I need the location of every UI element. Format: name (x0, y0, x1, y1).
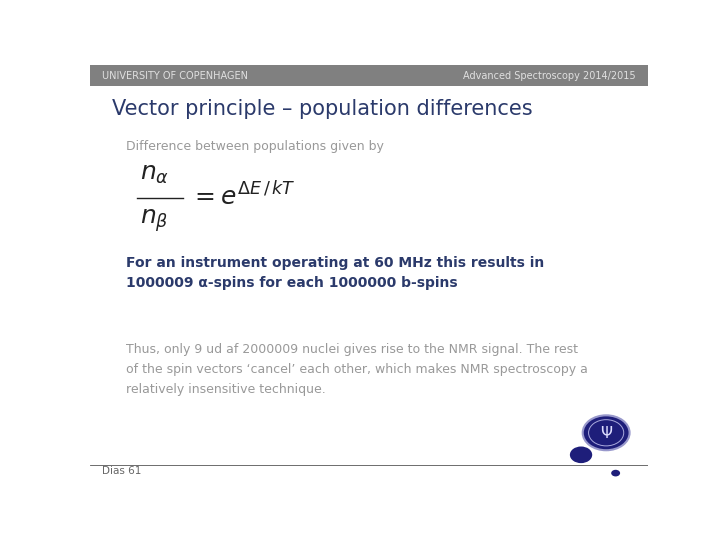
Text: $n_{\beta}$: $n_{\beta}$ (140, 207, 168, 234)
Text: Difference between populations given by: Difference between populations given by (126, 140, 384, 153)
Text: Vector principle – population differences: Vector principle – population difference… (112, 99, 533, 119)
Text: UNIVERSITY OF COPENHAGEN: UNIVERSITY OF COPENHAGEN (102, 71, 248, 80)
Circle shape (611, 470, 620, 476)
Text: $=e^{\Delta E\,/\,kT}$: $=e^{\Delta E\,/\,kT}$ (190, 181, 296, 210)
Circle shape (570, 447, 592, 463)
Text: Dias 61: Dias 61 (102, 467, 142, 476)
Text: Thus, only 9 ud af 2000009 nuclei gives rise to the NMR signal. The rest: Thus, only 9 ud af 2000009 nuclei gives … (126, 343, 578, 356)
Text: $n_{\alpha}$: $n_{\alpha}$ (140, 164, 169, 186)
Text: relatively insensitive technique.: relatively insensitive technique. (126, 383, 326, 396)
Circle shape (582, 415, 629, 450)
Text: of the spin vectors ‘cancel’ each other, which makes NMR spectroscopy a: of the spin vectors ‘cancel’ each other,… (126, 363, 588, 376)
Text: 1000009 α-spins for each 1000000 b-spins: 1000009 α-spins for each 1000000 b-spins (126, 276, 458, 290)
Text: For an instrument operating at 60 MHz this results in: For an instrument operating at 60 MHz th… (126, 256, 544, 270)
Text: Advanced Spectroscopy 2014/2015: Advanced Spectroscopy 2014/2015 (463, 71, 636, 80)
Text: $\Psi$: $\Psi$ (600, 425, 613, 441)
FancyBboxPatch shape (90, 65, 648, 86)
